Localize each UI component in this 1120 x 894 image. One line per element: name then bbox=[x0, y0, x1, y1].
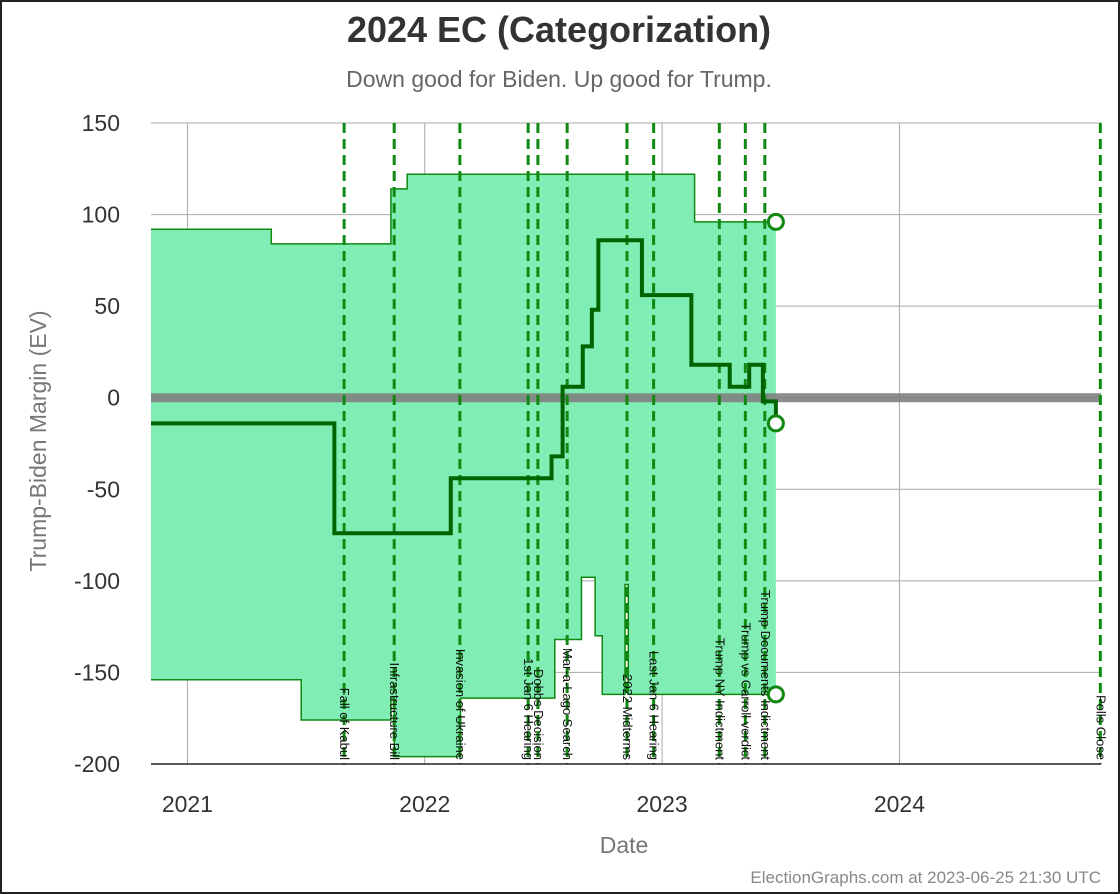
x-tick-label: 2021 bbox=[162, 791, 213, 817]
y-tick-label: -200 bbox=[74, 751, 120, 777]
y-tick-label: 50 bbox=[94, 293, 120, 319]
event-label: Polls Close bbox=[1093, 695, 1108, 760]
event-label: Dobbs Decision bbox=[531, 669, 546, 760]
y-tick-label: 100 bbox=[82, 202, 120, 228]
chart-subtitle: Down good for Biden. Up good for Trump. bbox=[346, 66, 772, 92]
y-tick-label: -150 bbox=[74, 659, 120, 685]
y-tick-label: -50 bbox=[87, 476, 120, 502]
endpoint-marker bbox=[766, 414, 785, 433]
y-tick-label: 150 bbox=[82, 110, 120, 136]
credit-text: ElectionGraphs.com at 2023-06-25 21:30 U… bbox=[750, 868, 1101, 887]
center-line bbox=[151, 238, 778, 536]
band-upper-edge bbox=[151, 173, 776, 245]
x-tick-label: 2024 bbox=[874, 791, 925, 817]
x-tick-label: 2023 bbox=[637, 791, 688, 817]
y-tick-label: 0 bbox=[107, 385, 120, 411]
y-axis-label: Trump-Biden Margin (EV) bbox=[25, 310, 51, 571]
event-label: Last Jan 6 Hearing bbox=[647, 651, 662, 760]
y-tick-label: -100 bbox=[74, 568, 120, 594]
event-label: Mar-a-Lago Search bbox=[560, 648, 575, 760]
chart-title: 2024 EC (Categorization) bbox=[347, 9, 771, 50]
event-label: Invasion of Ukraine bbox=[453, 649, 468, 760]
endpoint-marker bbox=[766, 685, 785, 704]
event-label: Infrastructure Bill bbox=[387, 662, 402, 760]
x-axis-label: Date bbox=[600, 832, 649, 858]
event-label: 2022 Midterms bbox=[620, 674, 635, 760]
event-label: Fall of Kabul bbox=[337, 688, 352, 760]
event-label: Trump vs Carroll verdict bbox=[738, 623, 753, 761]
event-label: Trump Documents Indictment bbox=[758, 590, 773, 760]
x-tick-label: 2022 bbox=[399, 791, 450, 817]
plot-area: Fall of Kabul Infrastructure Bill Invasion… bbox=[74, 110, 1108, 817]
event-label: 1st Jan 6 Hearing bbox=[521, 658, 536, 760]
range-band bbox=[151, 174, 776, 757]
endpoint-marker bbox=[766, 212, 785, 231]
event-label: Trump NY Indictment bbox=[712, 638, 727, 760]
